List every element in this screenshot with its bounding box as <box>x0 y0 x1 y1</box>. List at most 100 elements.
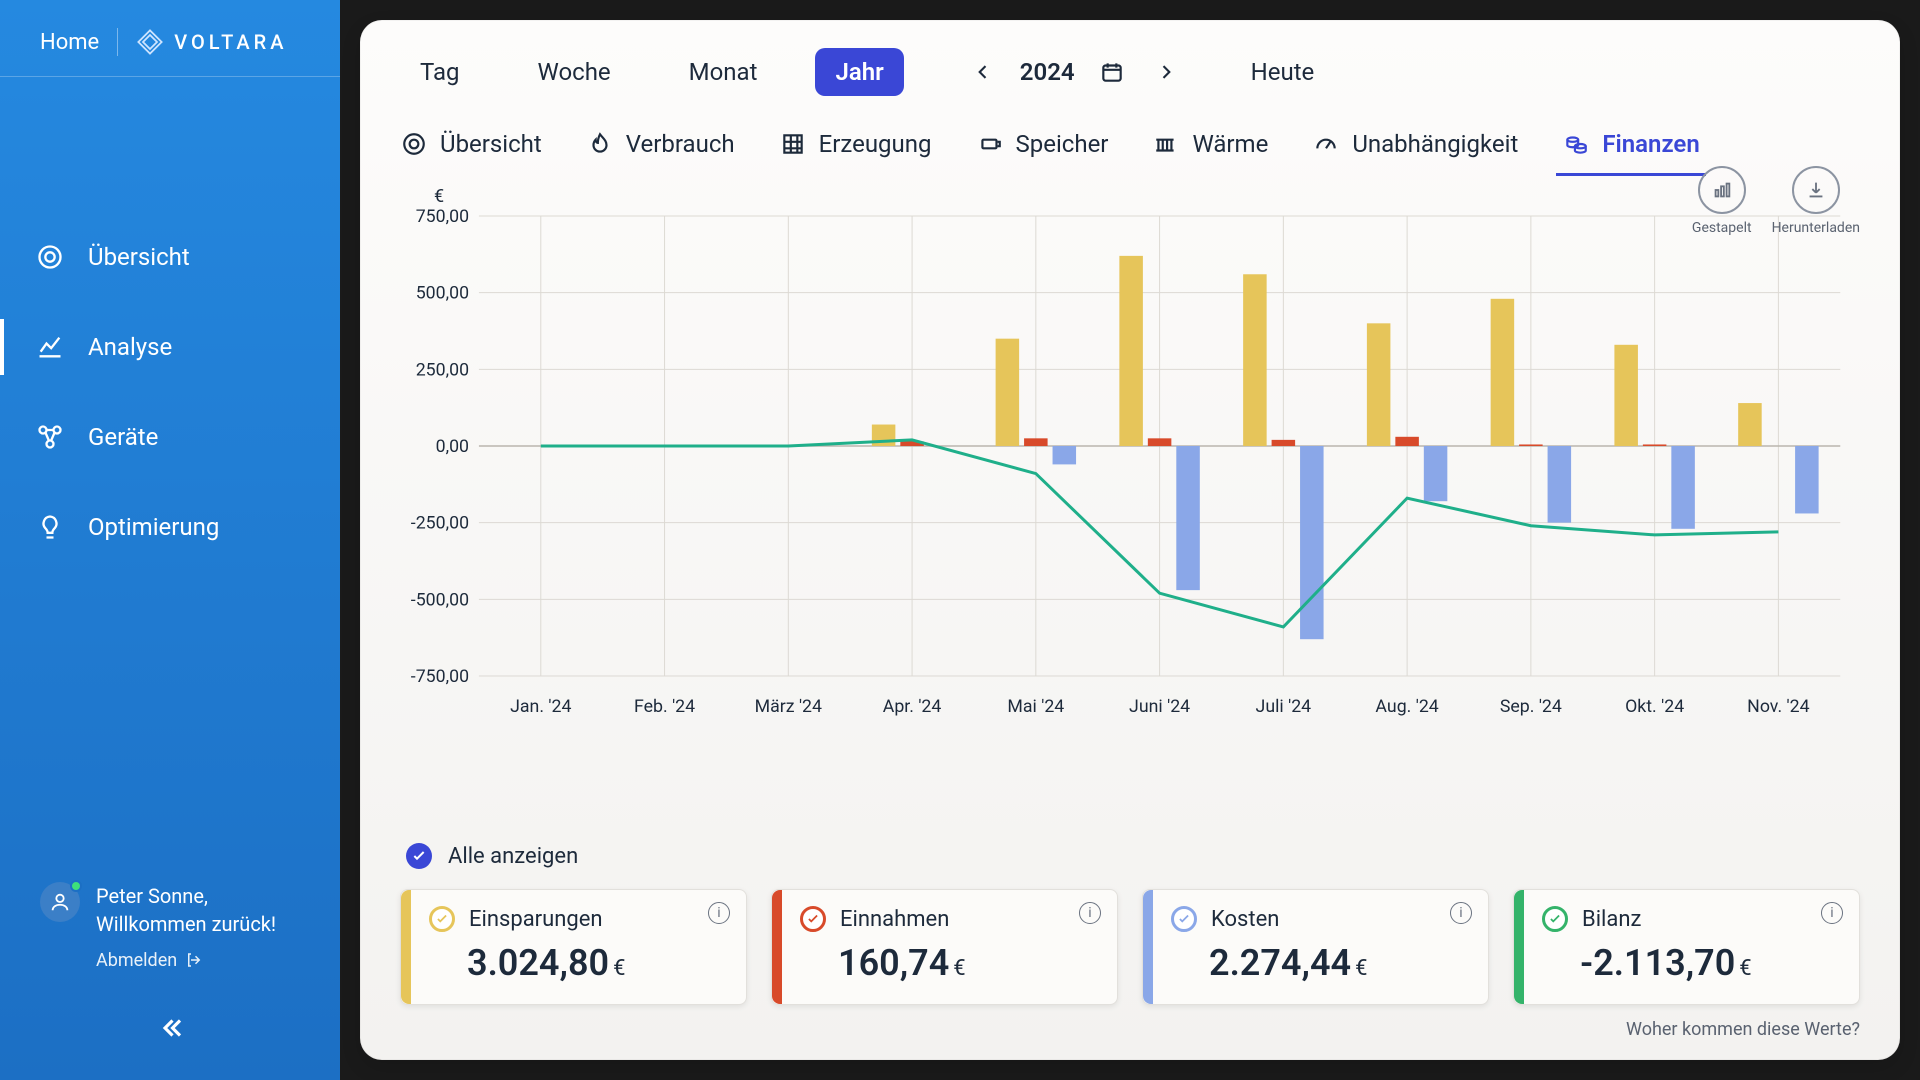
category-tab-speicher[interactable]: Speicher <box>976 130 1109 176</box>
legend-all-label: Alle anzeigen <box>448 844 578 869</box>
bar-einnahmen <box>1024 438 1048 446</box>
svg-text:Aug. '24: Aug. '24 <box>1375 696 1438 717</box>
calendar-button[interactable] <box>1095 55 1129 89</box>
brand: VOLTARA <box>136 28 287 56</box>
category-tab-unabhängigkeit[interactable]: Unabhängigkeit <box>1312 130 1518 176</box>
svg-text:Okt. '24: Okt. '24 <box>1625 696 1684 717</box>
card-value: 2.274,44€ <box>1209 942 1466 984</box>
card-value: -2.113,70€ <box>1580 942 1837 984</box>
download-label: Herunterladen <box>1772 220 1860 236</box>
check-icon <box>1171 906 1197 932</box>
category-tab-label: Verbrauch <box>626 130 735 158</box>
check-icon <box>429 906 455 932</box>
svg-text:März '24: März '24 <box>755 696 822 717</box>
svg-text:Juli '24: Juli '24 <box>1256 696 1312 717</box>
category-tab-übersicht[interactable]: Übersicht <box>400 130 542 176</box>
category-tab-verbrauch[interactable]: Verbrauch <box>586 130 735 176</box>
bar-einnahmen <box>1272 440 1296 446</box>
card-title: Einsparungen <box>469 907 603 932</box>
sidebar-item-geräte[interactable]: Geräte <box>36 417 340 457</box>
avatar[interactable] <box>40 882 80 922</box>
home-link[interactable]: Home <box>40 30 99 55</box>
card-title: Kosten <box>1211 907 1279 932</box>
values-source-link[interactable]: Woher kommen diese Werte? <box>400 1019 1860 1040</box>
legend-all[interactable]: Alle anzeigen <box>406 843 1860 869</box>
kpi-card-einnahmen[interactable]: Einnahmen i 160,74€ <box>771 889 1118 1005</box>
category-tab-finanzen[interactable]: Finanzen <box>1562 130 1699 176</box>
kpi-card-einsparungen[interactable]: Einsparungen i 3.024,80€ <box>400 889 747 1005</box>
bulb-icon <box>36 513 64 541</box>
check-icon <box>1542 906 1568 932</box>
bar-einsparungen <box>1119 256 1143 446</box>
svg-text:-500,00: -500,00 <box>411 589 469 610</box>
finance-chart: Jan. '24Feb. '24März '24Apr. '24Mai '24J… <box>400 186 1860 726</box>
bar-kosten <box>1176 446 1200 590</box>
card-value: 160,74€ <box>838 942 1095 984</box>
svg-text:Mai '24: Mai '24 <box>1007 696 1064 717</box>
period-tab-jahr[interactable]: Jahr <box>815 48 903 96</box>
info-icon[interactable]: i <box>1079 902 1101 924</box>
category-tab-erzeugung[interactable]: Erzeugung <box>779 130 932 176</box>
sidebar-item-übersicht[interactable]: Übersicht <box>36 237 340 277</box>
kpi-card-bilanz[interactable]: Bilanz i -2.113,70€ <box>1513 889 1860 1005</box>
collapse-sidebar-button[interactable] <box>0 993 340 1080</box>
sidebar-header: Home VOLTARA <box>0 0 340 77</box>
panel: Tag Woche Monat Jahr 2024 Heute Übersicht Ve… <box>360 20 1900 1060</box>
category-tab-label: Übersicht <box>440 130 542 158</box>
battery-icon <box>976 130 1004 158</box>
card-title: Bilanz <box>1582 907 1641 932</box>
card-accent <box>401 890 411 1004</box>
bar-kosten <box>1671 446 1695 529</box>
sidebar-item-optimierung[interactable]: Optimierung <box>36 507 340 547</box>
user-name: Peter Sonne, <box>96 882 276 910</box>
bar-einnahmen <box>1395 437 1419 446</box>
bar-einsparungen <box>1367 323 1391 446</box>
presence-dot-icon <box>70 880 82 892</box>
period-tab-woche[interactable]: Woche <box>518 48 631 96</box>
svg-text:500,00: 500,00 <box>416 283 469 304</box>
category-tab-wärme[interactable]: Wärme <box>1152 130 1268 176</box>
svg-text:-250,00: -250,00 <box>411 513 469 534</box>
info-icon[interactable]: i <box>1450 902 1472 924</box>
stacked-label: Gestapelt <box>1692 220 1752 236</box>
bar-einsparungen <box>996 339 1020 446</box>
chart-line-icon <box>36 333 64 361</box>
nodes-icon <box>36 423 64 451</box>
brand-name: VOLTARA <box>174 30 287 54</box>
next-year-button[interactable] <box>1149 55 1183 89</box>
sidebar-item-label: Optimierung <box>88 513 219 541</box>
logout-link[interactable]: Abmelden <box>96 948 276 973</box>
svg-text:Sep. '24: Sep. '24 <box>1500 696 1562 717</box>
sidebar-item-label: Übersicht <box>88 243 190 271</box>
bar-kosten <box>1424 446 1448 501</box>
info-icon[interactable]: i <box>1821 902 1843 924</box>
svg-text:Juni '24: Juni '24 <box>1129 696 1190 717</box>
year-label: 2024 <box>1020 58 1075 86</box>
card-accent <box>1514 890 1524 1004</box>
grid-icon <box>779 130 807 158</box>
stacked-toggle-button[interactable]: Gestapelt <box>1692 166 1752 236</box>
kpi-card-kosten[interactable]: Kosten i 2.274,44€ <box>1142 889 1489 1005</box>
coins-icon <box>1562 130 1590 158</box>
sidebar-item-label: Analyse <box>88 333 172 361</box>
svg-text:-750,00: -750,00 <box>411 666 469 687</box>
category-tabs: Übersicht Verbrauch Erzeugung Speicher Wärme… <box>400 130 1860 176</box>
download-button[interactable]: Herunterladen <box>1772 166 1860 236</box>
svg-text:750,00: 750,00 <box>416 206 469 227</box>
info-icon[interactable]: i <box>708 902 730 924</box>
y-axis-unit: € <box>434 186 444 207</box>
card-accent <box>1143 890 1153 1004</box>
target-icon <box>36 243 64 271</box>
bar-einnahmen <box>1519 444 1543 446</box>
bar-einsparungen <box>1243 274 1267 446</box>
main: Tag Woche Monat Jahr 2024 Heute Übersicht Ve… <box>340 0 1920 1080</box>
period-tab-tag[interactable]: Tag <box>400 48 480 96</box>
category-tab-label: Erzeugung <box>819 130 932 158</box>
period-tab-monat[interactable]: Monat <box>669 48 778 96</box>
prev-year-button[interactable] <box>966 55 1000 89</box>
radiator-icon <box>1152 130 1180 158</box>
brand-logo-icon <box>136 28 164 56</box>
today-button[interactable]: Heute <box>1251 58 1315 86</box>
target-icon <box>400 130 428 158</box>
sidebar-item-analyse[interactable]: Analyse <box>36 327 340 367</box>
